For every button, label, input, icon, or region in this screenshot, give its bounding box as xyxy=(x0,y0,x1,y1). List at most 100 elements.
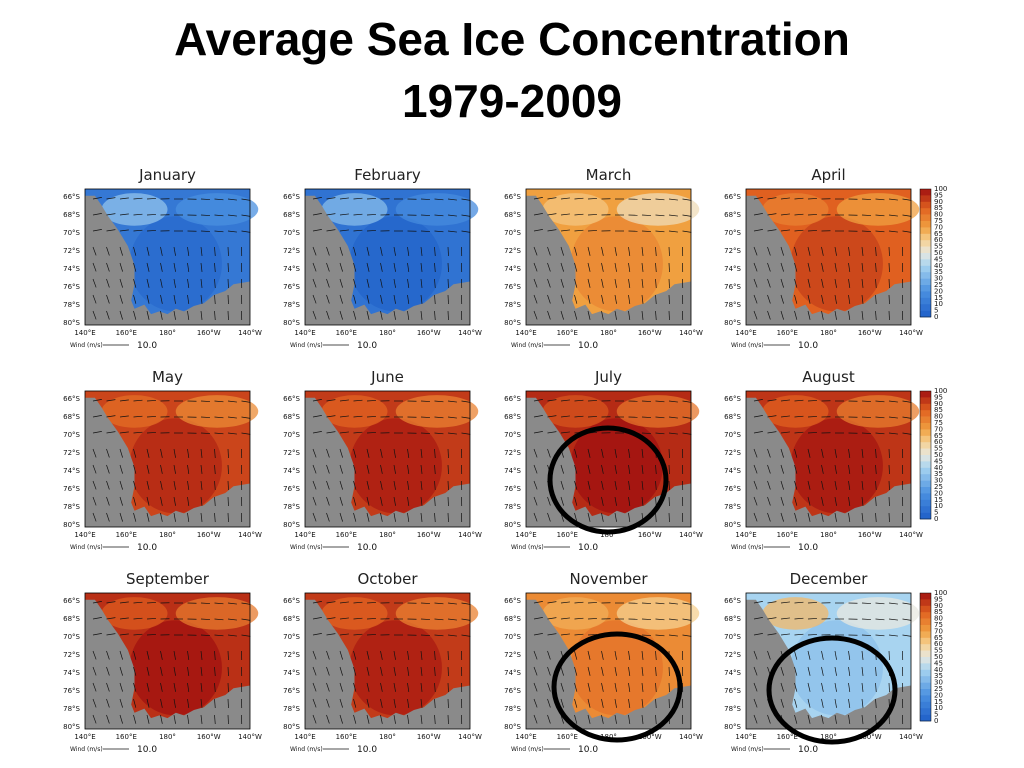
wind-arrow xyxy=(146,698,150,708)
wind-arrow xyxy=(807,618,818,620)
panel-title: June xyxy=(370,368,404,386)
colorbar-segment xyxy=(920,657,931,664)
colorbar-segment xyxy=(920,272,931,279)
wind-arrow xyxy=(753,448,758,458)
wind-arrow xyxy=(173,650,176,660)
wind-arrow xyxy=(780,213,790,216)
x-tick-label: 160°W xyxy=(417,329,441,337)
wind-arrow xyxy=(767,399,777,402)
map-panel-february: February 66°S 68°S 70°S 72°S 74°S 76°S 78°S 80°S… xyxy=(283,166,482,351)
wind-arrow xyxy=(767,278,771,288)
wind-legend-value: 10.0 xyxy=(798,341,818,351)
wind-arrow xyxy=(393,496,396,506)
wind-arrow xyxy=(312,399,322,402)
map-panel-september: September 66°S 68°S 70°S 72°S 74°S 76°S 78°S 80°… xyxy=(63,570,262,755)
colorbar-segment xyxy=(920,663,931,671)
wind-arrow xyxy=(861,602,872,604)
wind-arrow xyxy=(214,448,216,458)
wind-arrow xyxy=(366,246,370,256)
colorbar: 1009590858075706560555045403530252015105… xyxy=(919,589,947,725)
concentration-region xyxy=(790,216,883,312)
wind-arrow xyxy=(780,294,784,304)
wind-arrow xyxy=(447,432,457,435)
wind-arrow xyxy=(682,618,692,621)
map-panel-july: July 66°S 68°S 70°S 72°S 74°S 76°S 78°S 80°S 140°… xyxy=(504,368,703,553)
colorbar-tick-label: 5 xyxy=(934,307,938,315)
wind-arrow xyxy=(241,634,251,637)
wind-arrow xyxy=(682,230,692,233)
wind-arrow xyxy=(160,682,163,692)
colorbar-segment xyxy=(920,423,931,430)
wind-arrow xyxy=(834,294,837,304)
y-tick-label: 72°S xyxy=(283,247,300,255)
wind-arrow xyxy=(560,617,570,620)
wind-arrow xyxy=(366,714,370,724)
wind-arrow xyxy=(434,246,436,256)
wind-arrow xyxy=(461,230,471,233)
panel-frame xyxy=(84,188,251,326)
wind-arrow xyxy=(312,294,317,304)
wind-arrow xyxy=(560,682,564,692)
concentration-region xyxy=(836,395,920,428)
wind-arrow xyxy=(875,246,877,256)
wind-arrow xyxy=(794,213,804,216)
wind-arrow xyxy=(848,698,851,708)
wind-arrow xyxy=(753,601,763,604)
y-tick-label: 72°S xyxy=(504,651,521,659)
wind-arrow xyxy=(380,666,383,676)
y-tick-label: 66°S xyxy=(504,395,521,403)
wind-arrow xyxy=(312,714,317,724)
wind-arrow xyxy=(753,464,758,474)
wind-arrow xyxy=(807,650,811,660)
wind-arrow xyxy=(353,601,363,604)
wind-arrow xyxy=(133,448,137,458)
wind-arrow xyxy=(753,496,758,506)
wind-arrow xyxy=(587,650,591,660)
wind-arrow xyxy=(106,601,116,604)
wind-arrow xyxy=(753,714,758,724)
wind-arrow xyxy=(326,480,330,490)
wind-arrow xyxy=(601,698,604,708)
wind-arrow xyxy=(533,714,538,724)
concentration-region xyxy=(349,418,442,514)
wind-arrow xyxy=(119,294,123,304)
wind-arrow xyxy=(641,448,644,458)
wind-arrow xyxy=(641,650,644,660)
y-tick-label: 70°S xyxy=(504,633,521,641)
wind-arrow xyxy=(200,214,211,216)
map-panel-december: December 66°S 68°S 70°S 72°S 74°S 76°S 78°S 80°S… xyxy=(724,570,923,755)
wind-arrow xyxy=(227,432,237,435)
land-mass xyxy=(526,397,691,527)
wind-arrow xyxy=(767,650,771,660)
wind-arrow xyxy=(641,634,652,636)
wind-arrow xyxy=(447,634,457,637)
wind-arrow xyxy=(807,714,811,724)
wind-arrow xyxy=(173,480,176,490)
wind-arrow xyxy=(861,512,864,522)
wind-arrow xyxy=(106,633,116,636)
colorbar-segment xyxy=(920,599,931,607)
wind-arrow xyxy=(146,278,150,288)
wind-arrow xyxy=(339,480,343,490)
x-tick-label: 180° xyxy=(379,329,396,337)
wind-arrow xyxy=(339,650,343,660)
wind-arrow xyxy=(119,415,129,418)
wind-arrow xyxy=(380,464,383,474)
colorbar-segment xyxy=(920,246,931,254)
wind-arrow xyxy=(447,618,457,621)
wind-arrow xyxy=(668,602,678,605)
panel-title: February xyxy=(354,166,421,184)
colorbar-tick-label: 40 xyxy=(934,666,943,674)
wind-arrow xyxy=(547,262,551,272)
wind-arrow xyxy=(326,431,336,434)
wind-arrow xyxy=(146,448,150,458)
wind-arrow xyxy=(366,400,377,402)
wind-arrow xyxy=(146,262,150,272)
wind-arrow xyxy=(92,310,97,320)
colorbar-segment xyxy=(920,701,931,709)
wind-arrow xyxy=(628,480,631,490)
colorbar-segment xyxy=(920,259,931,267)
y-tick-label: 74°S xyxy=(283,265,300,273)
wind-arrow xyxy=(601,464,604,474)
wind-arrow xyxy=(780,229,790,232)
